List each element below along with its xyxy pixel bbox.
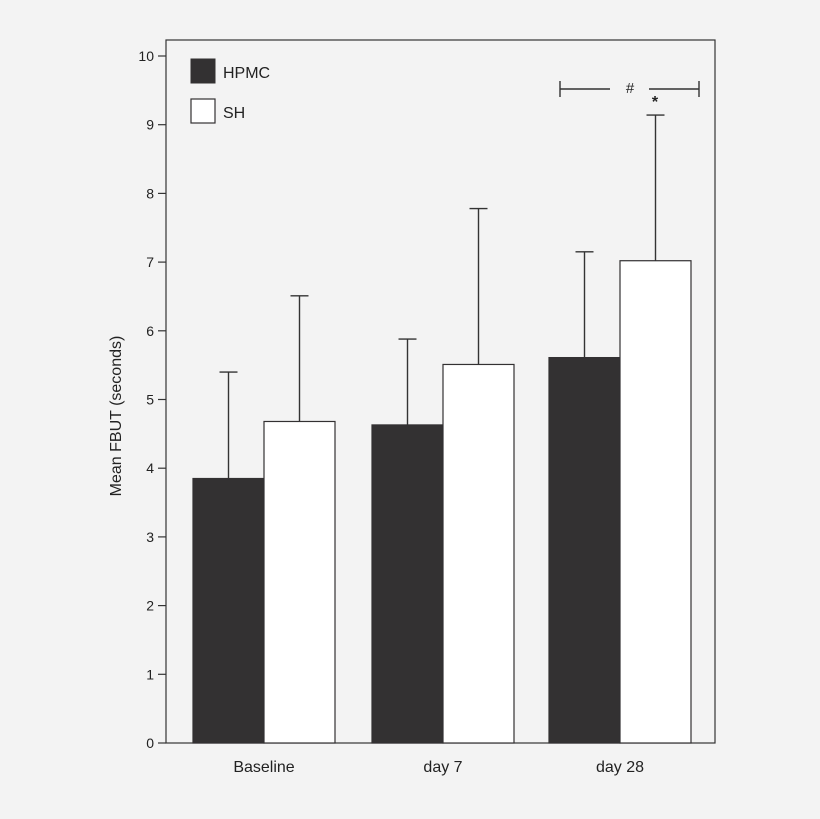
hash-annotation: # — [626, 80, 635, 97]
y-tick-label: 2 — [146, 598, 154, 614]
y-tick-label: 4 — [146, 460, 154, 476]
legend-label-hpmc: HPMC — [223, 65, 270, 82]
x-axis: Baseline day 7 day 28 — [233, 759, 644, 776]
y-tick-label: 1 — [146, 666, 154, 682]
bar-hpmc-baseline — [192, 477, 265, 744]
y-tick-label: 7 — [146, 254, 154, 270]
legend: HPMC SH — [190, 58, 270, 124]
y-axis-label: Mean FBUT (seconds) — [108, 336, 125, 497]
bar-hpmc-day-28 — [548, 356, 621, 744]
bar-sh-baseline — [263, 420, 336, 744]
x-tick-label: Baseline — [233, 759, 294, 776]
y-tick-label: 0 — [146, 735, 154, 751]
bar-sh-day-28 — [619, 260, 692, 744]
bars-layer — [192, 114, 692, 744]
star-annotation: * — [652, 94, 659, 111]
legend-swatch-hpmc — [190, 58, 216, 84]
y-axis: 0 1 2 3 4 5 6 7 8 9 10 — [138, 48, 166, 751]
legend-swatch-sh — [190, 98, 216, 124]
y-tick-label: 10 — [138, 48, 154, 64]
x-tick-label: day 28 — [596, 759, 644, 776]
legend-label-sh: SH — [223, 105, 245, 122]
significance-bracket — [559, 81, 700, 97]
y-tick-label: 3 — [146, 529, 154, 545]
y-tick-label: 8 — [146, 185, 154, 201]
y-tick-label: 5 — [146, 392, 154, 408]
y-tick-label: 6 — [146, 323, 154, 339]
x-tick-label: day 7 — [423, 759, 462, 776]
bar-hpmc-day-7 — [371, 424, 444, 744]
bar-sh-day-7 — [442, 363, 515, 744]
y-tick-label: 9 — [146, 117, 154, 133]
